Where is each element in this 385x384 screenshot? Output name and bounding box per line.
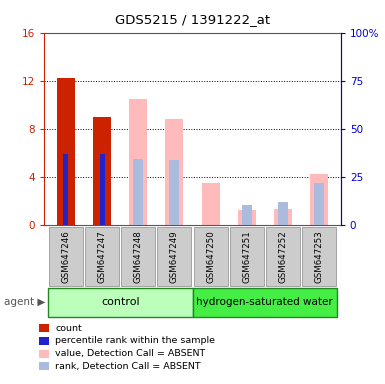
Text: control: control: [101, 297, 139, 308]
Text: GSM647252: GSM647252: [278, 231, 287, 283]
Bar: [310, 174, 328, 225]
FancyBboxPatch shape: [194, 227, 228, 286]
Bar: [133, 159, 143, 225]
Bar: [278, 202, 288, 225]
Text: GSM647249: GSM647249: [170, 231, 179, 283]
FancyBboxPatch shape: [85, 227, 119, 286]
Bar: [166, 119, 184, 225]
Bar: [314, 183, 324, 225]
Bar: [64, 154, 69, 225]
FancyBboxPatch shape: [302, 227, 336, 286]
Bar: [129, 99, 147, 225]
Bar: [274, 209, 292, 225]
Text: agent ▶: agent ▶: [4, 297, 45, 308]
Bar: [201, 183, 219, 225]
Bar: [242, 205, 252, 225]
FancyBboxPatch shape: [49, 227, 83, 286]
Text: value, Detection Call = ABSENT: value, Detection Call = ABSENT: [55, 349, 205, 358]
FancyBboxPatch shape: [230, 227, 264, 286]
FancyBboxPatch shape: [192, 288, 337, 317]
Bar: [93, 117, 111, 225]
Text: hydrogen-saturated water: hydrogen-saturated water: [196, 297, 333, 308]
FancyBboxPatch shape: [266, 227, 300, 286]
FancyBboxPatch shape: [121, 227, 155, 286]
FancyBboxPatch shape: [48, 288, 192, 317]
Text: GSM647250: GSM647250: [206, 231, 215, 283]
Text: GSM647246: GSM647246: [62, 231, 70, 283]
Bar: [169, 160, 179, 225]
Text: count: count: [55, 324, 82, 333]
Text: GSM647253: GSM647253: [315, 231, 323, 283]
Text: GSM647251: GSM647251: [242, 231, 251, 283]
Bar: [100, 154, 105, 225]
FancyBboxPatch shape: [157, 227, 191, 286]
Text: GSM647248: GSM647248: [134, 231, 143, 283]
Text: GDS5215 / 1391222_at: GDS5215 / 1391222_at: [115, 13, 270, 26]
Text: GSM647247: GSM647247: [98, 231, 107, 283]
Bar: [238, 210, 256, 225]
Text: rank, Detection Call = ABSENT: rank, Detection Call = ABSENT: [55, 362, 201, 371]
Bar: [57, 78, 75, 225]
Text: percentile rank within the sample: percentile rank within the sample: [55, 336, 215, 346]
